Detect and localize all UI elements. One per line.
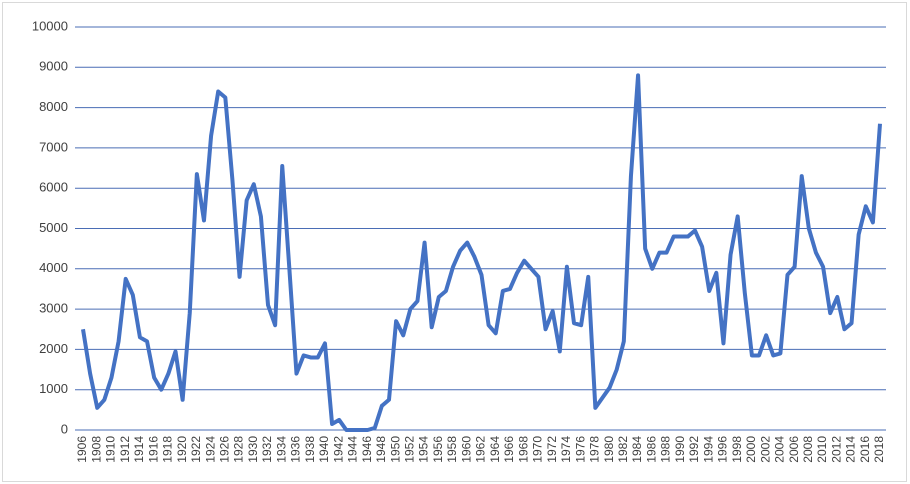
x-tick-label: 1976 [573,436,587,463]
x-tick-label: 1996 [716,436,730,463]
x-tick-label: 1906 [75,436,89,463]
x-tick-label: 1954 [417,436,431,463]
x-tick-label: 1918 [161,436,175,463]
x-tick-label: 2016 [858,436,872,463]
y-tick-label: 1000 [39,381,68,396]
x-tick-label: 1982 [616,436,630,463]
x-tick-label: 2010 [815,436,829,463]
x-tick-label: 1988 [659,436,673,463]
x-tick-label: 2012 [829,436,843,463]
x-tick-label: 1946 [360,436,374,463]
x-tick-label: 1986 [644,436,658,463]
x-tick-label: 1912 [118,436,132,463]
x-tick-label: 1914 [132,436,146,463]
x-tick-label: 2004 [773,436,787,463]
x-tick-label: 1970 [531,436,545,463]
x-tick-label: 2018 [872,436,886,463]
x-tick-label: 1932 [260,436,274,463]
x-tick-label: 1930 [246,436,260,463]
x-tick-label: 1940 [317,436,331,463]
y-tick-label: 7000 [39,139,68,154]
x-tick-label: 1972 [545,436,559,463]
x-tick-label: 2006 [787,436,801,463]
y-tick-label: 9000 [39,59,68,74]
x-tick-label: 1998 [730,436,744,463]
x-tick-label: 1978 [588,436,602,463]
x-tick-label: 1908 [89,436,103,463]
x-tick-label: 1964 [488,436,502,463]
x-tick-label: 1926 [217,436,231,463]
x-tick-label: 1920 [175,436,189,463]
y-tick-label: 4000 [39,260,68,275]
x-tick-label: 1974 [559,436,573,463]
x-tick-label: 1938 [303,436,317,463]
x-tick-label: 1928 [232,436,246,463]
x-tick-label: 1924 [203,436,217,463]
y-tick-label: 3000 [39,301,68,316]
y-tick-label: 5000 [39,220,68,235]
x-tick-label: 1922 [189,436,203,463]
x-tick-label: 1962 [474,436,488,463]
y-tick-label: 2000 [39,341,68,356]
x-tick-label: 2002 [758,436,772,463]
x-tick-label: 1992 [687,436,701,463]
x-tick-label: 1956 [431,436,445,463]
y-tick-label: 8000 [39,99,68,114]
x-tick-label: 2014 [844,436,858,463]
x-tick-label: 1990 [673,436,687,463]
x-tick-label: 2000 [744,436,758,463]
x-tick-label: 1942 [331,436,345,463]
y-tick-label: 10000 [32,18,68,33]
x-tick-label: 1944 [346,436,360,463]
x-tick-label: 1968 [516,436,530,463]
x-tick-label: 1916 [146,436,160,463]
x-tick-label: 1980 [602,436,616,463]
data-line [81,73,882,432]
x-tick-label: 1958 [445,436,459,463]
x-tick-label: 1966 [502,436,516,463]
y-tick-label: 6000 [39,180,68,195]
x-tick-label: 1984 [630,436,644,463]
x-tick-label: 2008 [801,436,815,463]
y-tick-label: 0 [61,421,68,436]
x-tick-label: 1960 [459,436,473,463]
x-tick-label: 1948 [374,436,388,463]
x-tick-label: 1950 [388,436,402,463]
x-tick-label: 1934 [274,436,288,463]
x-tick-label: 1994 [701,436,715,463]
x-tick-label: 1952 [403,436,417,463]
x-tick-label: 1936 [289,436,303,463]
x-tick-label: 1910 [104,436,118,463]
